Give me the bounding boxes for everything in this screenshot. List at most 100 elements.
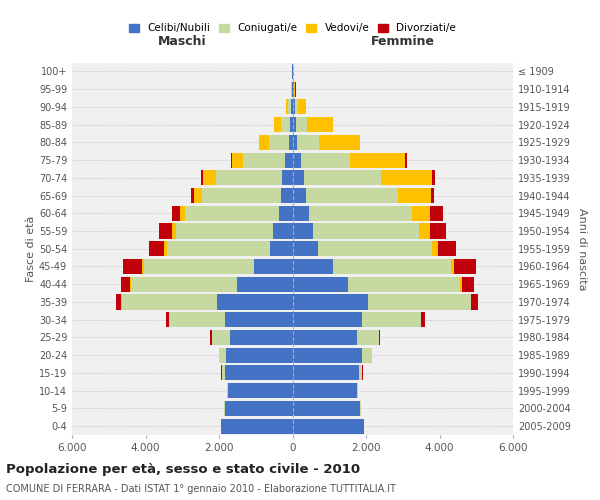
Bar [160, 224, 172, 238]
Bar [293, 82, 295, 96]
Bar [191, 188, 194, 203]
Bar [313, 224, 419, 238]
Bar [293, 241, 318, 256]
Bar [295, 100, 298, 114]
Bar [359, 366, 362, 380]
Bar [471, 294, 472, 310]
Bar [116, 294, 121, 310]
Bar [293, 383, 357, 398]
Bar [293, 170, 304, 186]
Text: COMUNE DI FERRARA - Dati ISTAT 1° gennaio 2010 - Elaborazione TUTTITALIA.IT: COMUNE DI FERRARA - Dati ISTAT 1° gennai… [6, 484, 396, 494]
Y-axis label: Fasce di età: Fasce di età [26, 216, 36, 282]
Bar [286, 100, 288, 114]
Bar [293, 276, 347, 292]
Bar [362, 312, 421, 327]
Bar [432, 170, 435, 186]
Bar [412, 206, 430, 221]
Bar [194, 188, 202, 203]
Bar [293, 330, 357, 345]
Bar [142, 259, 143, 274]
Bar [124, 259, 142, 274]
Bar [293, 188, 306, 203]
Bar [293, 152, 301, 168]
Bar [270, 241, 293, 256]
Bar [227, 383, 228, 398]
Bar [219, 348, 226, 362]
Bar [221, 418, 293, 434]
Bar [430, 206, 443, 221]
Bar [288, 100, 291, 114]
Bar [211, 330, 212, 345]
Bar [224, 401, 293, 416]
Bar [432, 241, 437, 256]
Bar [226, 348, 293, 362]
Bar [430, 224, 446, 238]
Bar [360, 135, 361, 150]
Bar [149, 241, 164, 256]
Bar [238, 276, 293, 292]
Bar [221, 366, 224, 380]
Bar [274, 224, 293, 238]
Text: Maschi: Maschi [158, 36, 206, 49]
Bar [202, 170, 203, 186]
Bar [224, 312, 293, 327]
Bar [461, 276, 475, 292]
Bar [169, 312, 224, 327]
Bar [143, 259, 254, 274]
Bar [306, 188, 398, 203]
Bar [293, 401, 361, 416]
Bar [232, 152, 243, 168]
Bar [357, 383, 358, 398]
Bar [307, 117, 332, 132]
Bar [202, 188, 281, 203]
Bar [281, 188, 293, 203]
Bar [122, 294, 217, 310]
Bar [282, 170, 293, 186]
Bar [293, 100, 295, 114]
Bar [179, 206, 185, 221]
Bar [291, 82, 292, 96]
Bar [293, 312, 362, 327]
Bar [350, 152, 406, 168]
Bar [285, 152, 293, 168]
Bar [293, 206, 309, 221]
Bar [292, 82, 293, 96]
Bar [212, 330, 230, 345]
Bar [304, 170, 381, 186]
Bar [164, 241, 167, 256]
Bar [259, 135, 269, 150]
Bar [217, 294, 293, 310]
Bar [379, 330, 380, 345]
Bar [281, 117, 290, 132]
Bar [243, 152, 285, 168]
Bar [185, 206, 279, 221]
Bar [451, 259, 454, 274]
Bar [216, 170, 282, 186]
Bar [172, 224, 176, 238]
Bar [406, 152, 407, 168]
Bar [176, 224, 274, 238]
Bar [224, 366, 293, 380]
Bar [293, 294, 368, 310]
Bar [293, 135, 297, 150]
Bar [293, 117, 296, 132]
Bar [318, 241, 432, 256]
Y-axis label: Anni di nascita: Anni di nascita [577, 208, 587, 290]
Bar [131, 276, 238, 292]
Bar [291, 100, 293, 114]
Bar [298, 100, 306, 114]
Bar [203, 170, 216, 186]
Bar [309, 206, 412, 221]
Bar [290, 117, 293, 132]
Bar [293, 418, 364, 434]
Bar [293, 348, 362, 362]
Bar [301, 152, 350, 168]
Bar [296, 117, 307, 132]
Bar [437, 241, 456, 256]
Bar [228, 383, 293, 398]
Bar [230, 330, 293, 345]
Bar [121, 276, 130, 292]
Text: Femmine: Femmine [371, 36, 435, 49]
Bar [472, 294, 478, 310]
Bar [381, 170, 432, 186]
